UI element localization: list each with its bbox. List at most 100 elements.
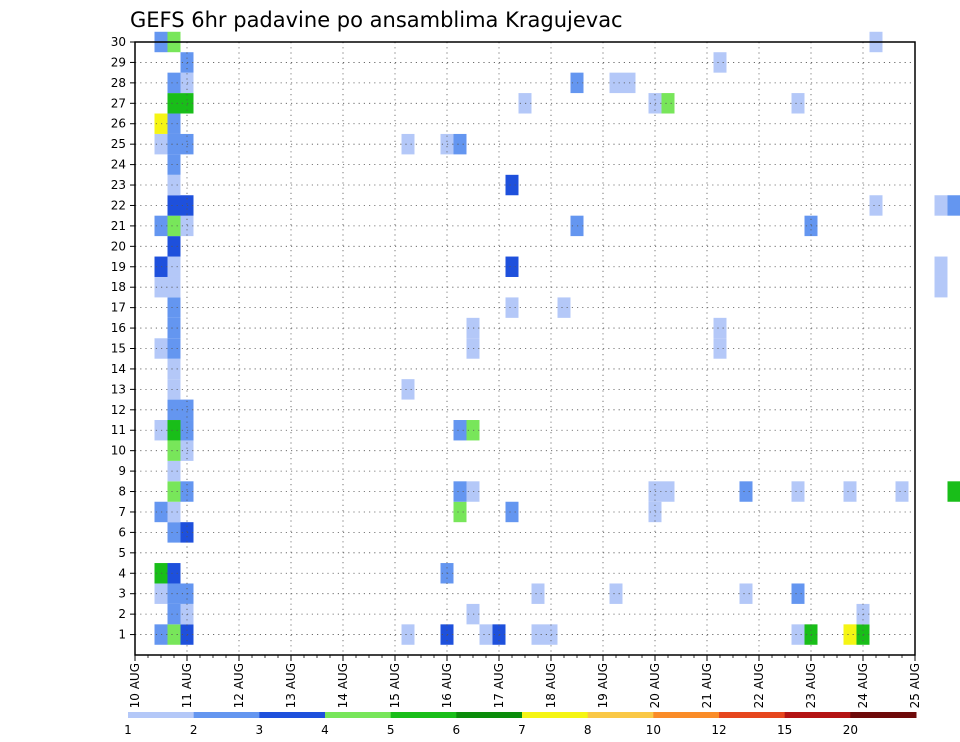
y-tick-label: 15	[111, 342, 126, 356]
y-tick-label: 8	[118, 485, 126, 499]
heatmap-cell	[167, 276, 181, 298]
heatmap-cell	[167, 317, 181, 339]
heatmap-cell	[739, 583, 753, 604]
heatmap-cell	[401, 624, 415, 645]
y-tick-label: 22	[111, 198, 126, 212]
heatmap-cell	[843, 624, 857, 645]
heatmap-cell	[167, 583, 181, 604]
y-tick-label: 21	[111, 219, 126, 233]
heatmap-cell	[947, 195, 960, 216]
heatmap-cell	[167, 460, 181, 482]
heatmap-cell	[167, 195, 181, 216]
heatmap-cell	[934, 195, 948, 216]
y-tick-label: 2	[118, 607, 126, 621]
heatmap-cell	[934, 276, 948, 298]
x-tick-label: 17 AUG	[492, 663, 506, 708]
heatmap-cell	[167, 481, 181, 502]
dotted-grid	[135, 41, 915, 655]
colorbar-label: 4	[321, 723, 329, 737]
y-tick-label: 19	[111, 260, 126, 274]
y-tick-label: 27	[111, 96, 126, 110]
x-tick-label: 14 AUG	[336, 663, 350, 708]
colorbar-segment	[587, 712, 654, 718]
heatmap-cell	[167, 501, 181, 523]
heatmap-cell	[791, 93, 805, 114]
heatmap-cell	[167, 72, 181, 94]
y-tick-label: 29	[111, 55, 126, 69]
colorbar-segment	[653, 712, 720, 718]
y-tick-label: 10	[111, 444, 126, 458]
colorbar-segment	[456, 712, 523, 718]
colorbar-segment	[128, 712, 195, 718]
x-tick-label: 24 AUG	[856, 663, 870, 708]
heatmap-cell	[167, 358, 181, 380]
heatmap-cell	[713, 52, 727, 73]
heatmap-cell	[505, 256, 519, 277]
colorbar-segment	[390, 712, 457, 718]
x-tick-label: 19 AUG	[596, 663, 610, 708]
colorbar-label: 2	[190, 723, 198, 737]
heatmap-cell	[167, 399, 181, 421]
x-tick-label: 18 AUG	[544, 663, 558, 708]
heatmap-cell	[167, 113, 181, 134]
y-tick-label: 7	[118, 505, 126, 519]
y-tick-label: 17	[111, 301, 126, 315]
x-tick-label: 13 AUG	[284, 663, 298, 708]
heatmap-cell	[531, 583, 545, 604]
colorbar-segment	[522, 712, 589, 718]
y-tick-label: 30	[111, 35, 126, 49]
heatmap-cell	[479, 624, 493, 645]
heatmap-cell	[557, 297, 571, 318]
colorbar-segment	[784, 712, 851, 718]
y-tick-label: 14	[111, 362, 126, 376]
colorbar-label: 6	[453, 723, 461, 737]
heatmap-cell	[895, 481, 909, 502]
colorbar-label: 10	[646, 723, 661, 737]
y-tick-label: 18	[111, 280, 126, 294]
heatmap-cell	[531, 624, 545, 645]
y-tick-label: 25	[111, 137, 126, 151]
y-tick-label: 5	[118, 546, 126, 560]
heatmap-cell	[661, 93, 675, 114]
heatmap-cell	[739, 481, 753, 502]
heatmap-cell	[869, 195, 883, 216]
y-tick-label: 6	[118, 525, 126, 539]
colorbar-segment	[193, 712, 260, 718]
colorbar-legend: 1 2 3 4 5 6 7 8 10 12 15 20	[124, 712, 917, 737]
heatmap-cell	[791, 481, 805, 502]
heatmap-cell	[453, 420, 467, 441]
heatmap-cell	[661, 481, 675, 502]
heatmap-cell	[167, 522, 181, 543]
heatmap-cell	[167, 420, 181, 441]
y-tick-label: 23	[111, 178, 126, 192]
heatmap-cell	[609, 583, 623, 604]
x-tick-label: 12 AUG	[232, 663, 246, 708]
x-tick-label: 22 AUG	[752, 663, 766, 708]
heatmap-cell	[167, 215, 181, 237]
colorbar-segment	[719, 712, 786, 718]
heatmap-cell	[167, 93, 181, 114]
x-tick-label: 11 AUG	[180, 663, 194, 708]
x-tick-label: 25 AUG	[908, 663, 922, 708]
heatmap-cell	[791, 624, 805, 645]
y-tick-label: 26	[111, 117, 126, 131]
colorbar-label: 7	[518, 723, 526, 737]
y-tick-label: 1	[118, 628, 126, 642]
y-tick-label: 16	[111, 321, 126, 335]
heatmap-cell	[167, 236, 181, 257]
y-tick-label: 28	[111, 76, 126, 90]
heatmap-cell	[947, 481, 960, 502]
y-axis-member-numbers: 1234567891011121314151617181920212223242…	[111, 35, 135, 642]
x-tick-label: 10 AUG	[128, 663, 142, 708]
colorbar-label: 12	[711, 723, 726, 737]
heatmap-cell	[713, 317, 727, 339]
y-tick-label: 4	[118, 566, 126, 580]
y-tick-label: 3	[118, 587, 126, 601]
colorbar-segment	[325, 712, 392, 718]
colorbar-segment	[259, 712, 326, 718]
colorbar-segment	[850, 712, 917, 718]
colorbar-label: 20	[843, 723, 858, 737]
heatmap-cell	[713, 338, 727, 359]
colorbar-label: 8	[584, 723, 592, 737]
heatmap-cell	[167, 379, 181, 400]
